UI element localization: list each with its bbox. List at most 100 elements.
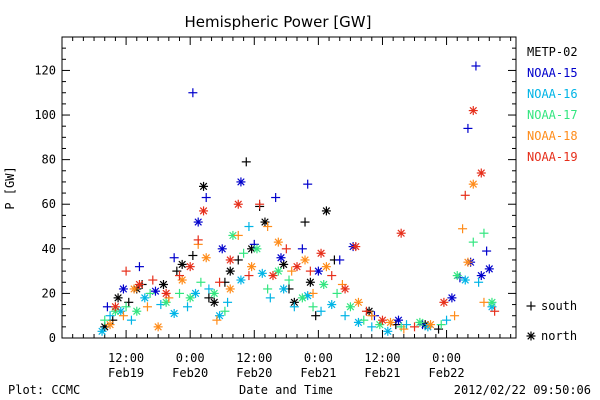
data-point-north	[113, 293, 123, 303]
data-point-south	[121, 302, 131, 312]
y-tick-label: 80	[42, 153, 56, 167]
data-point-north	[321, 206, 331, 216]
data-point-north	[185, 262, 195, 272]
data-point-north	[396, 228, 406, 238]
data-point-north	[313, 266, 323, 276]
data-point-north	[199, 181, 209, 191]
x-axis-label: Date and Time	[239, 383, 333, 397]
data-point-south	[118, 311, 128, 321]
data-point-north	[316, 248, 326, 258]
data-point-north	[426, 320, 436, 330]
data-point-north	[292, 262, 302, 272]
data-point-south	[332, 288, 342, 298]
marker-legend: south north	[526, 299, 577, 343]
data-point-south	[367, 311, 377, 321]
series-noaa-16	[97, 222, 497, 336]
data-point-south	[361, 306, 371, 316]
data-point-south	[316, 306, 326, 316]
data-point-south	[233, 230, 243, 240]
data-point-north	[340, 284, 350, 294]
series-legend: METP-02 NOAA-15 NOAA-16 NOAA-17 NOAA-18 NOAA-…	[527, 45, 578, 164]
axis-ticks	[61, 36, 516, 339]
data-point-north	[191, 288, 201, 298]
data-point-south	[305, 266, 315, 276]
data-point-north	[217, 244, 227, 254]
data-point-north	[447, 293, 457, 303]
data-point-north	[110, 302, 120, 312]
data-point-south	[100, 315, 110, 325]
data-point-north	[150, 286, 160, 296]
data-point-south	[204, 284, 214, 294]
data-point-south	[474, 277, 484, 287]
data-point-south	[212, 315, 222, 325]
data-point-south	[105, 311, 115, 321]
data-point-north	[161, 288, 171, 298]
data-point-north	[273, 266, 283, 276]
axis-tick-labels: 02040608010012012:00Feb190:00Feb2012:00F…	[34, 63, 464, 380]
data-point-south	[399, 324, 409, 334]
data-point-south	[196, 277, 206, 287]
data-point-north	[321, 262, 331, 272]
legend-entry: NOAA-17	[527, 108, 578, 122]
x-tick-date-label: Feb21	[300, 366, 336, 380]
data-point-south	[134, 262, 144, 272]
data-point-south	[233, 255, 243, 265]
data-point-south	[126, 315, 136, 325]
series-noaa-15	[102, 61, 494, 330]
data-point-south	[479, 228, 489, 238]
data-point-north	[118, 284, 128, 294]
x-tick-date-label: Feb20	[236, 366, 272, 380]
data-point-north	[225, 284, 235, 294]
series-noaa-19	[110, 106, 500, 332]
data-point-north	[439, 297, 449, 307]
marker-legend-plus-icon	[526, 301, 536, 311]
data-point-north	[236, 275, 246, 285]
data-point-north	[273, 237, 283, 247]
data-point-north	[209, 288, 219, 298]
data-point-south	[175, 271, 185, 281]
chart-title: Hemispheric Power [GW]	[185, 13, 372, 31]
data-point-south	[463, 123, 473, 133]
data-point-north	[345, 302, 355, 312]
plot-axes	[61, 36, 517, 339]
data-point-north	[97, 326, 107, 336]
data-point-north	[353, 317, 363, 327]
legend-entry: METP-02	[527, 45, 578, 59]
data-point-north	[377, 315, 387, 325]
data-point-north	[415, 317, 425, 327]
data-point-south	[169, 253, 179, 263]
data-point-south	[188, 88, 198, 98]
x-tick-time-label: 12:00	[108, 351, 144, 365]
series-noaa-17	[100, 228, 497, 332]
marker-legend-label: south	[541, 299, 577, 313]
data-point-south	[311, 311, 321, 321]
data-point-south	[471, 61, 481, 71]
data-point-north	[351, 242, 361, 252]
data-point-south	[102, 302, 112, 312]
plot-frame	[61, 36, 517, 339]
data-point-north	[305, 277, 315, 287]
data-point-north	[225, 266, 235, 276]
y-tick-label: 120	[34, 63, 56, 77]
data-point-north	[158, 279, 168, 289]
x-tick-time-label: 0:00	[432, 351, 461, 365]
data-point-north	[177, 259, 187, 269]
marker-legend-label: north	[541, 329, 577, 343]
data-point-south	[121, 266, 131, 276]
data-point-south	[188, 251, 198, 261]
data-point-north	[185, 293, 195, 303]
data-point-north	[236, 177, 246, 187]
x-tick-date-label: Feb21	[364, 366, 400, 380]
data-point-north	[279, 284, 289, 294]
data-point-north	[463, 257, 473, 267]
data-point-north	[225, 255, 235, 265]
data-point-south	[215, 277, 225, 287]
data-point-north	[140, 293, 150, 303]
data-point-south	[175, 288, 185, 298]
data-point-south	[340, 311, 350, 321]
data-point-north	[129, 284, 139, 294]
data-point-south	[308, 302, 318, 312]
data-point-north	[132, 306, 142, 316]
